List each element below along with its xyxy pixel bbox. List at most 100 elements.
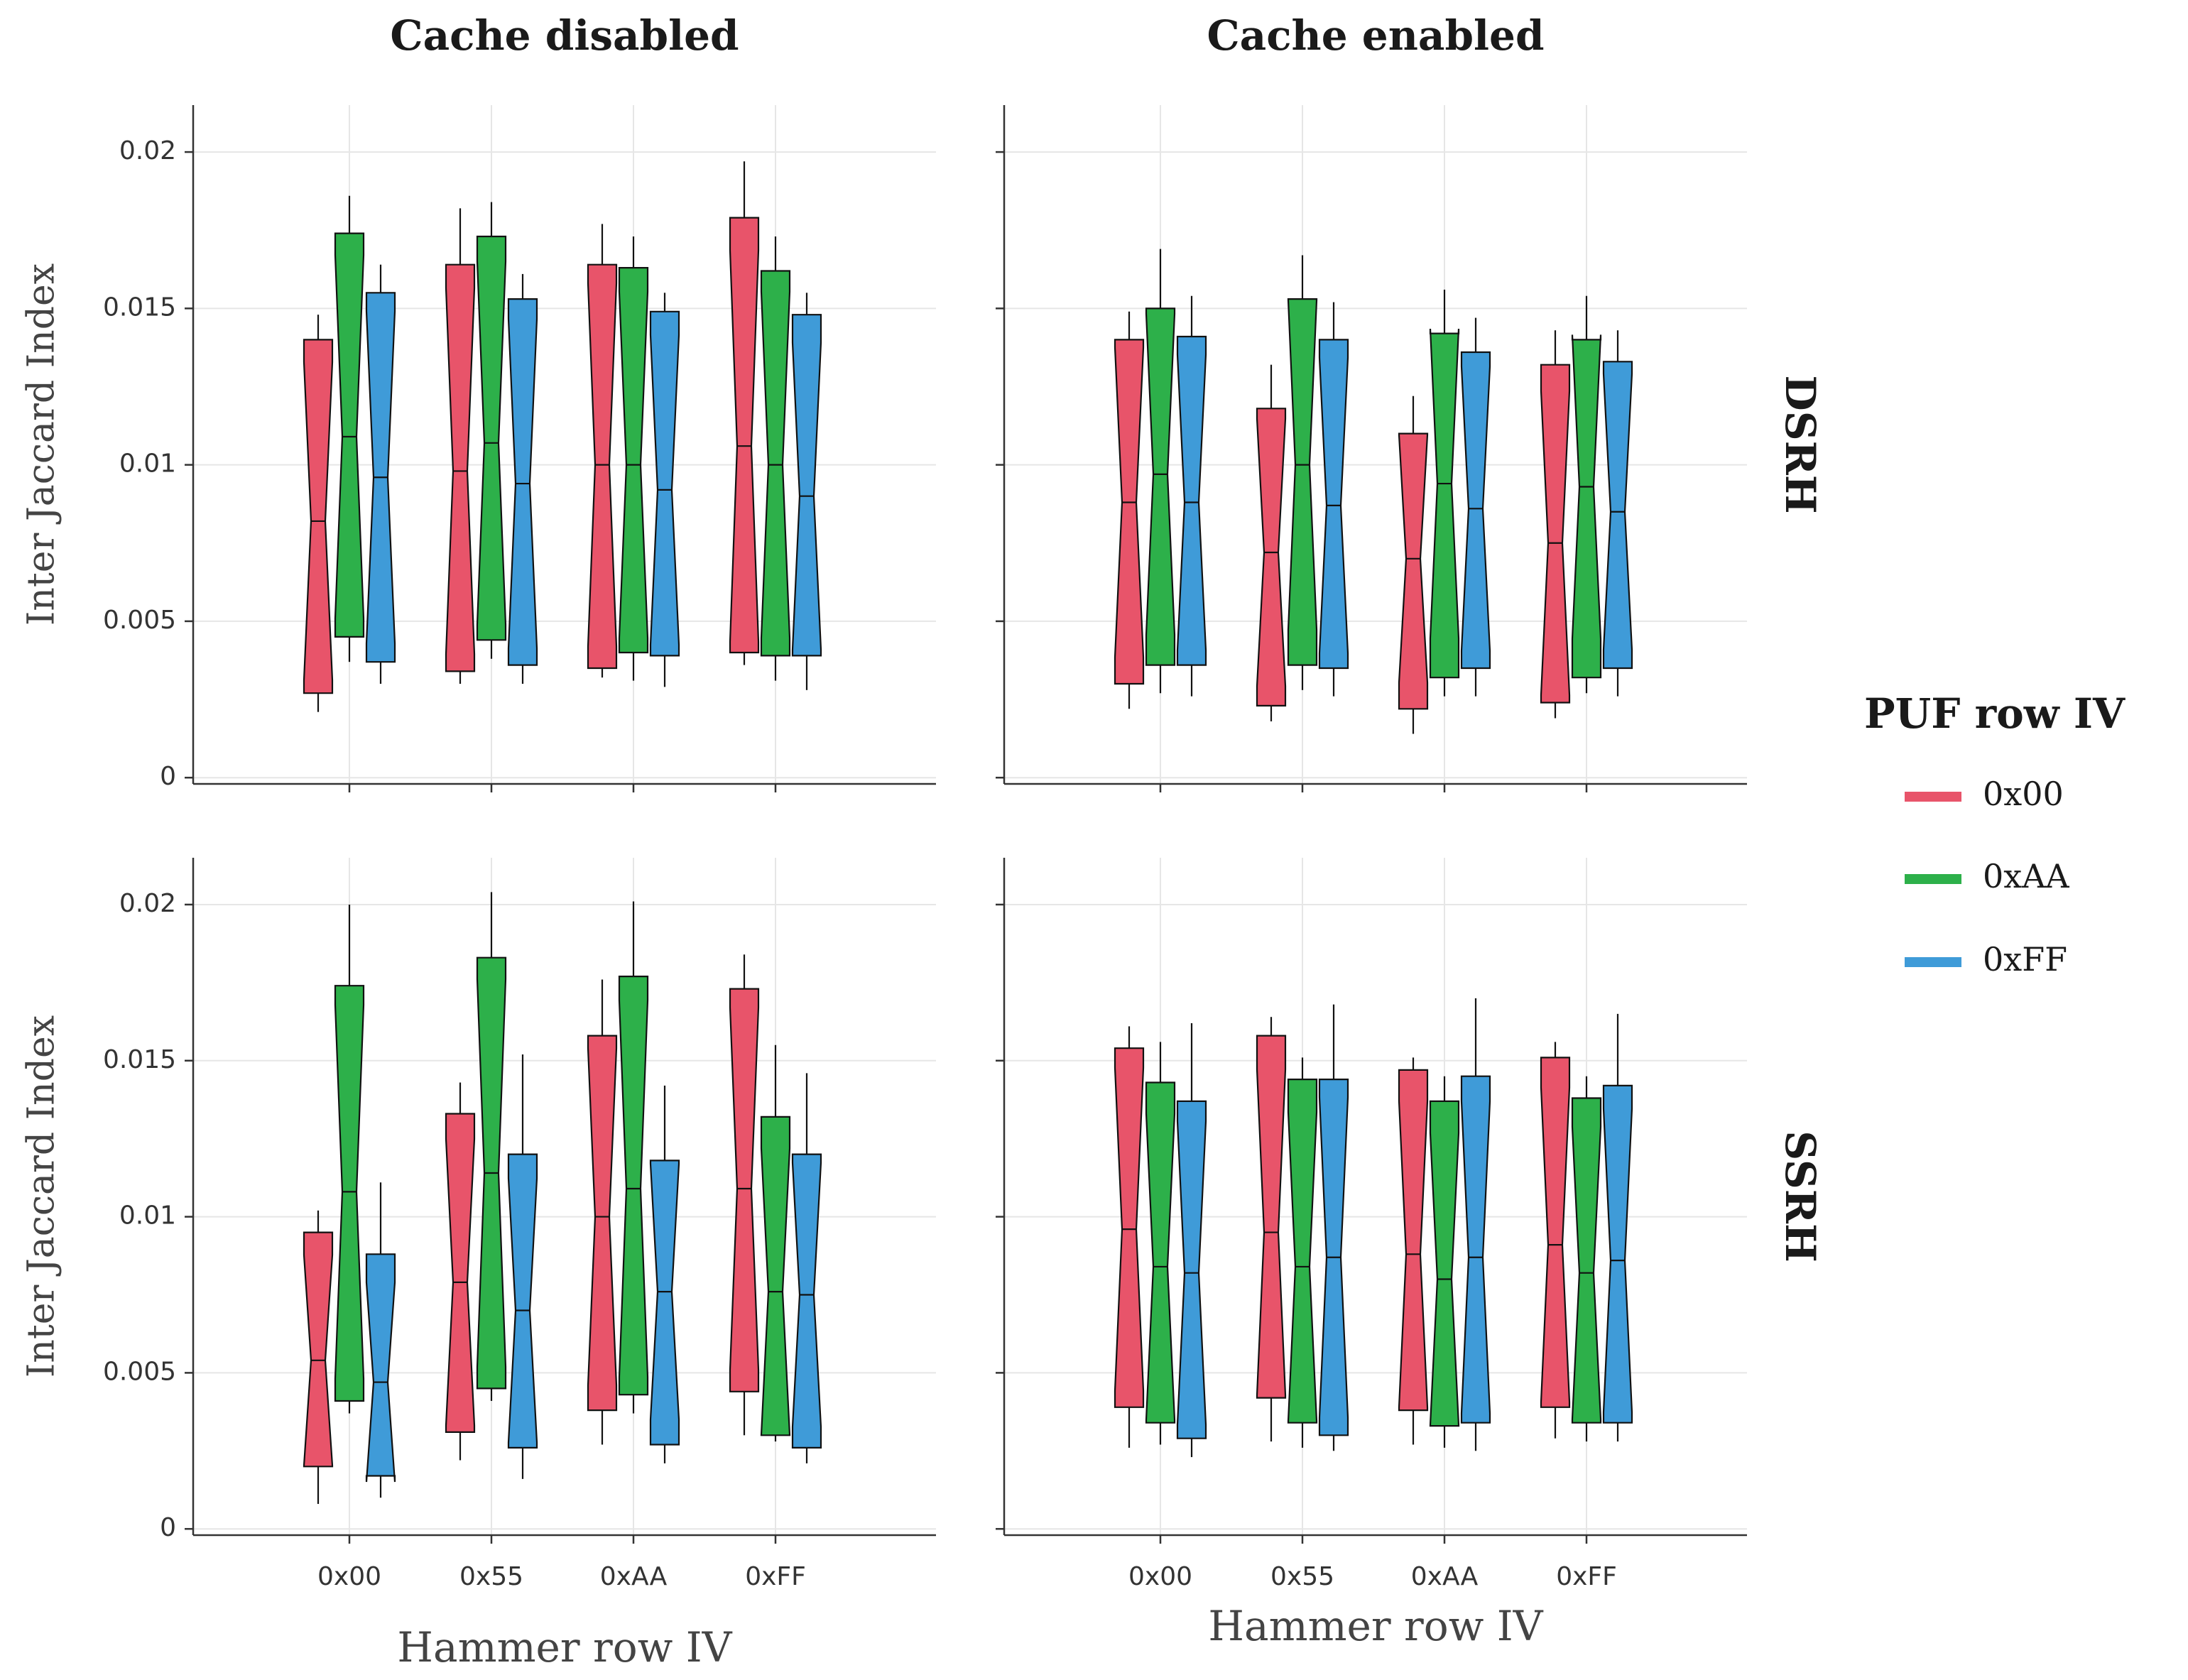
box-0xff-0xff [791,293,822,690]
box-body [507,298,538,666]
box-body [649,310,680,657]
box-body [1460,351,1491,670]
y-axis-title-0: Inter Jaccard Index [21,263,63,626]
x-tick-label: 0x55 [459,1562,523,1591]
y-tick-label: 0.015 [103,293,176,322]
x-tick-label: 0xFF [1556,1562,1617,1591]
box-0x55-0xaa [1287,1057,1318,1448]
box-body [1429,1100,1460,1427]
box-0x00-0x00 [1114,1026,1145,1448]
box-body [1571,1097,1602,1424]
legend-title: PUF row IV [1864,689,2126,738]
box-0x00-0xaa [334,904,365,1414]
box-body [729,217,760,654]
box-body [1460,1075,1491,1424]
box-0x00-0xff [365,1182,396,1498]
box-body [1256,1035,1287,1399]
y-tick-label: 0.02 [119,136,176,165]
box-0xaa-0xff [649,1085,680,1463]
box-0xaa-0xff [1460,317,1491,697]
box-body [760,1116,791,1436]
box-0x55-0x00 [1256,364,1287,721]
box-0xaa-0xff [649,293,680,687]
facet-title-1: Cache enabled [1207,11,1544,60]
facet-title-0: Cache disabled [390,11,739,60]
box-0x00-0xff [1176,1023,1207,1458]
y-axis-title-1: Inter Jaccard Index [21,1015,63,1378]
box-body [649,1160,680,1446]
box-0xff-0xff [791,1073,822,1463]
box-0xaa-0x00 [587,979,618,1445]
box-body [791,1153,822,1449]
y-tick-label: 0 [160,762,176,791]
box-body [476,235,507,641]
box-body [1145,307,1176,666]
box-0xaa-0xaa [618,901,649,1414]
box-body [1145,1081,1176,1424]
box-body [1398,432,1429,710]
box-body [445,263,476,672]
box-body [1602,1084,1633,1424]
box-0x00-0xaa [334,195,365,662]
x-tick-label: 0xFF [745,1562,806,1591]
facet-row-title-0: DSRH [1776,375,1824,513]
y-tick-label: 0.005 [103,606,176,635]
box-0x55-0xaa [476,202,507,659]
legend-item-0x00: 0x00 [1905,775,2064,813]
box-0x55-0x00 [445,1082,476,1461]
box-body [365,1253,396,1483]
box-0x55-0xff [507,273,538,684]
box-body [791,314,822,657]
box-0x55-0x00 [445,208,476,684]
box-body [618,975,649,1396]
box-0x55-0xaa [1287,255,1318,690]
box-0x00-0x00 [1114,311,1145,709]
box-0x00-0x00 [303,315,334,712]
box-0x00-0x00 [303,1210,334,1505]
box-body [1571,334,1602,679]
box-body [303,1231,334,1468]
box-body [1398,1069,1429,1412]
box-body [445,1113,476,1434]
box-0xaa-0x00 [1398,1057,1429,1445]
legend-label: 0xAA [1983,857,2069,895]
box-0x55-0xff [507,1054,538,1479]
box-body [1540,1057,1571,1408]
y-tick-label: 0.005 [103,1357,176,1386]
y-tick-label: 0.01 [119,449,176,479]
x-tick-label: 0xAA [600,1562,668,1591]
box-body [334,985,365,1402]
box-body [1540,364,1571,704]
x-tick-label: 0x00 [317,1562,381,1591]
box-body [1256,408,1287,707]
box-body [303,339,334,694]
box-body [1114,339,1145,685]
legend-label: 0xFF [1983,940,2067,978]
x-axis-title-right: Hammer row IV [1208,1602,1543,1650]
y-tick-label: 0.015 [103,1045,176,1074]
box-body [1287,298,1318,666]
box-body [1114,1047,1145,1408]
box-0x00-0xaa [1145,249,1176,694]
box-0xaa-0xff [1460,998,1491,1451]
box-0x55-0xff [1318,1004,1349,1451]
box-0xff-0xaa [1571,295,1602,694]
panel-dsrh-cache-enabled [996,105,1747,792]
box-0xaa-0xaa [1429,289,1460,697]
box-0xff-0xaa [760,1044,791,1442]
x-tick-label: 0x00 [1128,1562,1192,1591]
box-0xff-0x00 [1540,1042,1571,1439]
box-0x00-0xaa [1145,1042,1176,1445]
box-body [507,1153,538,1449]
box-body [1318,339,1349,670]
legend-label: 0x00 [1983,775,2064,813]
legend-item-0xaa: 0xAA [1905,857,2069,895]
x-axis-title-left: Hammer row IV [397,1623,732,1671]
box-body [587,263,618,670]
box-0x00-0xff [365,264,396,684]
y-tick-label: 0.01 [119,1201,176,1231]
box-body [1176,1100,1207,1439]
box-body [1287,1078,1318,1424]
legend-item-0xff: 0xFF [1905,940,2067,978]
